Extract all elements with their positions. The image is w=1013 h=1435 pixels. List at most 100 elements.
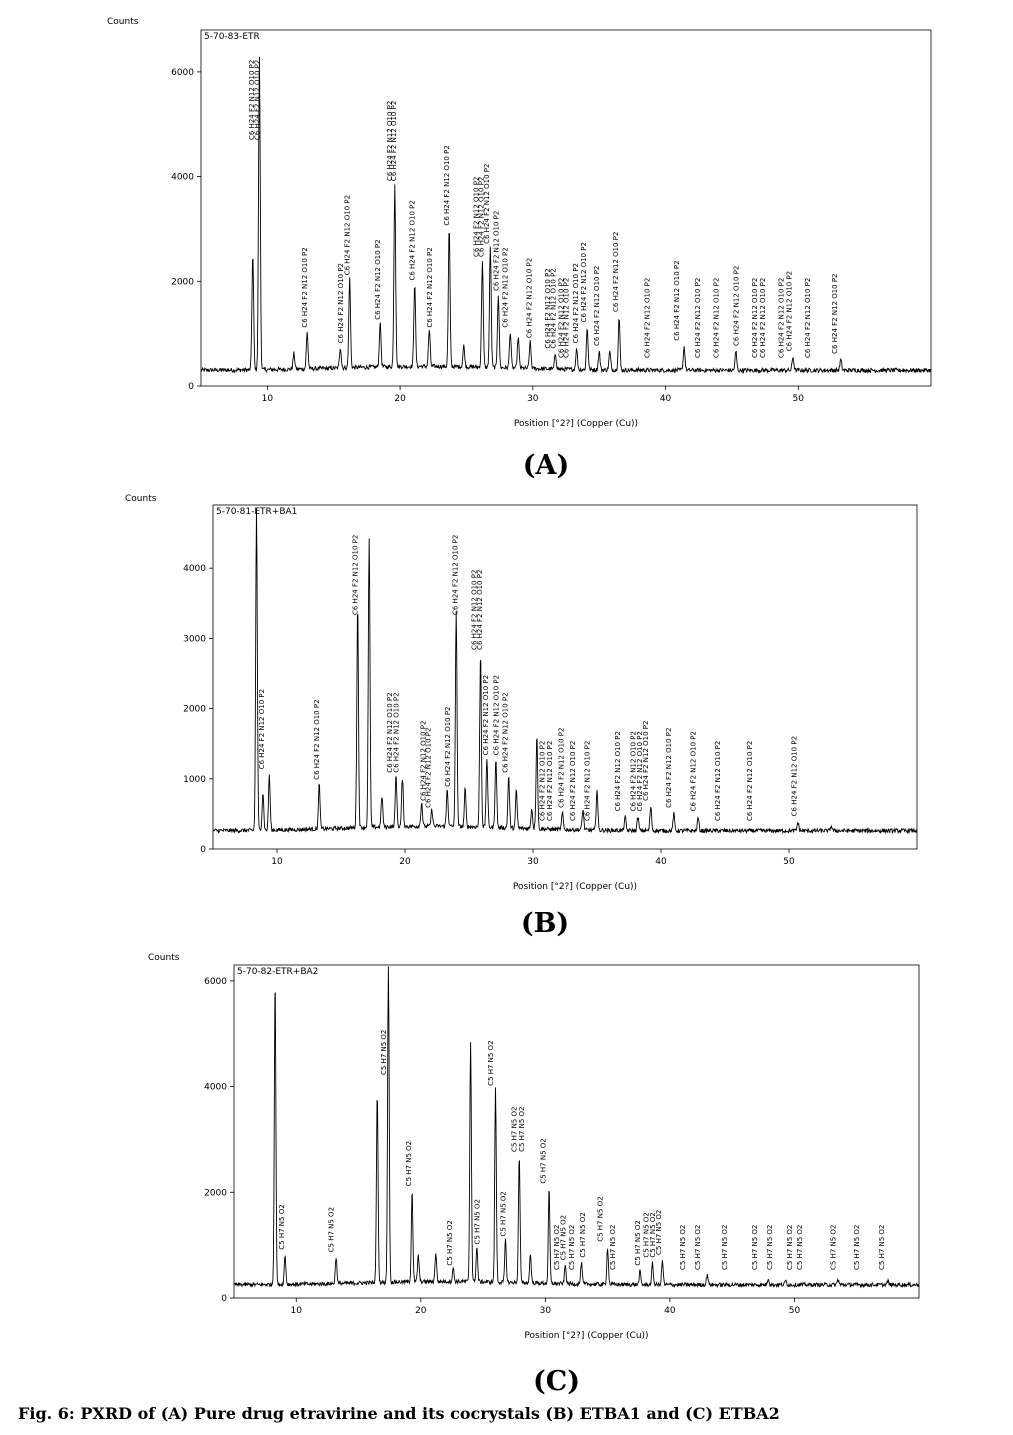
pxrd-panel: 0 2000 4000 6000 10 20 30 40 50 Counts Position [°… — [148, 953, 920, 1397]
peak-annotation: C6 H24 F2 N12 O10 P2 — [759, 278, 767, 358]
peak-annotation: C6 H24 F2 N12 O10 P2 — [386, 101, 394, 181]
peak-annotation: C6 H24 F2 N12 O10 P2 — [673, 260, 681, 340]
sample-name: 5-70-82-ETR+BA2 — [237, 967, 318, 977]
peak-annotation: C6 H24 F2 N12 O10 P2 — [478, 177, 486, 257]
peak-annotation: C5 H7 N5 O2 — [786, 1225, 794, 1270]
diffraction-trace — [212, 508, 918, 835]
peak-annotation: C6 H24 F2 N12 O10 P2 — [344, 195, 352, 275]
y-axis-label: Counts — [148, 953, 180, 963]
peak-annotation: C6 H24 F2 N12 O10 P2 — [713, 278, 721, 358]
peak-annotation: C5 H7 N5 O2 — [655, 1210, 663, 1255]
peak-annotation: C6 H24 F2 N12 O10 P2 — [501, 692, 509, 772]
y-tick-label: 2000 — [183, 705, 206, 715]
diffraction-trace — [200, 56, 932, 375]
peak-annotation: C5 H7 N5 O2 — [853, 1225, 861, 1270]
x-axis-label: Position [°2?] (Copper (Cu)) — [514, 419, 638, 429]
peak-annotation: C6 H24 F2 N12 O10 P2 — [644, 278, 652, 358]
peak-annotation: C6 H24 F2 N12 O10 P2 — [642, 721, 650, 801]
peak-annotation: C5 H7 N5 O2 — [405, 1141, 413, 1186]
pxrd-panel: 0 2000 4000 6000 10 20 30 40 50 Counts Position [°… — [107, 17, 932, 481]
peak-annotation: C6 H24 F2 N12 O10 P2 — [569, 741, 577, 821]
peak-annotation: C5 H7 N5 O2 — [539, 1138, 547, 1183]
diffraction-trace — [233, 966, 920, 1289]
plot-frame — [212, 504, 918, 850]
peak-annotation: C5 H7 N5 O2 — [643, 1212, 651, 1257]
y-tick-label: 0 — [221, 1294, 227, 1304]
peak-annotation: C6 H24 F2 N12 O10 P2 — [483, 164, 491, 244]
peak-annotation: C6 H24 F2 N12 O10 P2 — [393, 692, 401, 772]
peak-annotation: C6 H24 F2 N12 O10 P2 — [629, 731, 637, 811]
peak-annotation: C5 H7 N5 O2 — [500, 1191, 508, 1236]
peak-annotation: C6 H24 F2 N12 O10 P2 — [614, 731, 622, 811]
peak-annotation: C6 H24 F2 N12 O10 P2 — [558, 728, 566, 808]
x-tick-label: 20 — [415, 1306, 427, 1316]
peak-annotation: C6 H24 F2 N12 O10 P2 — [451, 535, 459, 615]
peak-annotation: C5 H7 N5 O2 — [721, 1225, 729, 1270]
y-tick-label: 6000 — [171, 68, 194, 78]
peak-annotation: C5 H7 N5 O2 — [878, 1225, 886, 1270]
peak-annotation: C6 H24 F2 N12 O10 P2 — [593, 266, 601, 346]
peak-annotation: C6 H24 F2 N12 O10 P2 — [492, 211, 500, 291]
peak-annotation: C6 H24 F2 N12 O10 P2 — [778, 278, 786, 358]
peak-annotation: C5 H7 N5 O2 — [751, 1225, 759, 1270]
peak-annotation: C5 H7 N5 O2 — [278, 1204, 286, 1249]
x-tick-label: 30 — [527, 394, 539, 404]
sample-name: 5-70-83-ETR — [204, 32, 260, 42]
peak-annotation: C6 H24 F2 N12 O10 P2 — [472, 177, 480, 257]
peak-annotation: C6 H24 F2 N12 O10 P2 — [425, 728, 433, 808]
peak-annotation: C6 H24 F2 N12 O10 P2 — [690, 731, 698, 811]
peak-annotation: C6 H24 F2 N12 O10 P2 — [557, 278, 565, 358]
peak-annotation: C6 H24 F2 N12 O10 P2 — [443, 145, 451, 225]
peak-annotation: C5 H7 N5 O2 — [487, 1040, 495, 1085]
x-tick-label: 40 — [660, 394, 672, 404]
peak-annotation: C6 H24 F2 N12 O10 P2 — [374, 239, 382, 319]
peak-annotation: C5 H7 N5 O2 — [473, 1199, 481, 1244]
panel-letter: (A) — [523, 450, 570, 481]
panel-letter: (C) — [533, 1366, 580, 1397]
x-tick-label: 10 — [291, 1306, 303, 1316]
y-tick-label: 4000 — [204, 1083, 227, 1093]
peak-annotation: C6 H24 F2 N12 O10 P2 — [409, 200, 417, 280]
y-tick-label: 2000 — [171, 277, 194, 287]
peak-annotation: C6 H24 F2 N12 O10 P2 — [572, 263, 580, 343]
peak-annotation: C6 H24 F2 N12 O10 P2 — [804, 278, 812, 358]
peak-annotation: C5 H7 N5 O2 — [609, 1225, 617, 1270]
pxrd-panel: 0 1000 2000 3000 4000 10 20 30 40 50 Counts Positio… — [125, 494, 918, 939]
peak-annotation: C6 H24 F2 N12 O10 P2 — [546, 741, 554, 821]
peak-annotation: C6 H24 F2 N12 O10 P2 — [337, 263, 345, 343]
peak-annotation: C6 H24 F2 N12 O10 P2 — [313, 699, 321, 779]
x-tick-label: 30 — [527, 857, 539, 867]
peak-annotation: C6 H24 F2 N12 O10 P2 — [471, 570, 479, 650]
peak-annotation: C5 H7 N5 O2 — [830, 1225, 838, 1270]
x-tick-label: 20 — [399, 857, 411, 867]
peak-annotation: C6 H24 F2 N12 O10 P2 — [786, 271, 794, 351]
y-tick-label: 4000 — [183, 564, 206, 574]
pxrd-figure: 0 2000 4000 6000 10 20 30 40 50 Counts Position [°… — [107, 17, 932, 1397]
y-tick-label: 4000 — [171, 173, 194, 183]
peak-annotation: C6 H24 F2 N12 O10 P2 — [583, 741, 591, 821]
y-tick-label: 0 — [188, 382, 194, 392]
peak-annotation: C6 H24 F2 N12 O10 P2 — [352, 535, 360, 615]
peak-annotation: C5 H7 N5 O2 — [559, 1215, 567, 1260]
peak-annotation: C5 H7 N5 O2 — [380, 1030, 388, 1075]
peak-annotation: C6 H24 F2 N12 O10 P2 — [563, 278, 571, 358]
peak-annotation: C6 H24 F2 N12 O10 P2 — [791, 736, 799, 816]
peak-annotation: C5 H7 N5 O2 — [796, 1225, 804, 1270]
peak-annotation: C6 H24 F2 N12 O10 P2 — [539, 741, 547, 821]
peak-annotation: C6 H24 F2 N12 O10 P2 — [301, 247, 309, 327]
plot-frame — [233, 964, 920, 1299]
peak-annotation: C5 H7 N5 O2 — [511, 1107, 519, 1152]
peak-annotation: C6 H24 F2 N12 O10 P2 — [831, 273, 839, 353]
x-tick-label: 50 — [793, 394, 805, 404]
peak-annotation: C5 H7 N5 O2 — [446, 1220, 454, 1265]
panel-letter: (B) — [521, 908, 569, 939]
plot-frame — [200, 29, 932, 387]
x-axis-label: Position [°2?] (Copper (Cu)) — [513, 882, 637, 892]
x-tick-label: 30 — [540, 1306, 552, 1316]
peak-annotation: C6 H24 F2 N12 O10 P2 — [714, 741, 722, 821]
peak-annotation: C6 H24 F2 N12 O10 P2 — [746, 741, 754, 821]
peak-annotation: C5 H7 N5 O2 — [579, 1212, 587, 1257]
peak-annotation: C6 H24 F2 N12 O10 P2 — [636, 731, 644, 811]
peak-annotation: C5 H7 N5 O2 — [568, 1225, 576, 1270]
peak-annotation: C6 H24 F2 N12 O10 P2 — [444, 706, 452, 786]
